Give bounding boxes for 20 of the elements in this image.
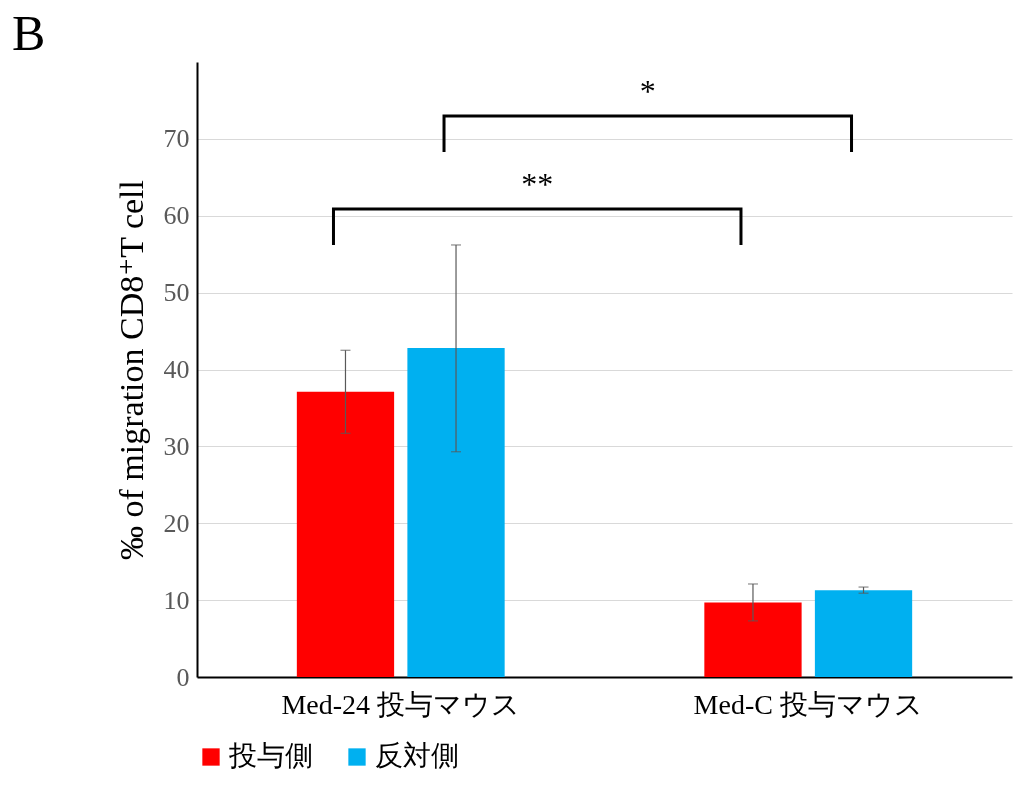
x-tick-label: Med-24 投与マウス: [281, 688, 521, 720]
y-tick-label: 20: [163, 508, 190, 538]
y-tick-label: 60: [163, 201, 190, 231]
legend-label: 投与側: [228, 740, 313, 771]
y-tick-label: 70: [163, 124, 190, 154]
chart-title: B: [12, 5, 46, 61]
y-axis-title: ‰ of migration CD8⁺T cell: [112, 180, 150, 560]
x-tick-label: Med-C 投与マウス: [693, 688, 923, 720]
y-tick-label: 50: [163, 278, 190, 308]
y-tick-label: 30: [163, 431, 190, 461]
bar: [814, 590, 913, 677]
bar: [296, 391, 395, 677]
y-tick-label: 40: [163, 355, 190, 384]
legend-label: 反対側: [375, 740, 459, 771]
annotation: **: [521, 165, 554, 202]
bar: [407, 347, 505, 677]
y-tick-label: 0: [176, 662, 190, 692]
bar: [704, 602, 802, 677]
y-tick-label: 10: [163, 585, 190, 615]
annotation: *: [639, 72, 656, 109]
